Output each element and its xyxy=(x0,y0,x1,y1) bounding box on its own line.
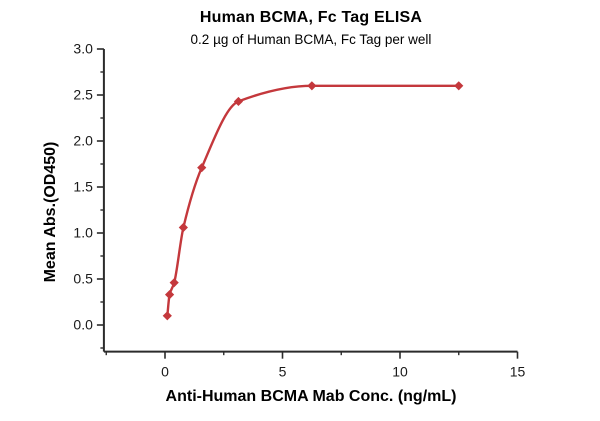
y-tick-label: 3.0 xyxy=(73,41,93,57)
y-tick-label: 2.5 xyxy=(73,87,93,103)
chart-subtitle: 0.2 µg of Human BCMA, Fc Tag per well xyxy=(190,32,432,47)
fit-curve xyxy=(166,84,460,317)
y-tick-label: 2.0 xyxy=(73,133,93,149)
data-point-diamond xyxy=(164,290,175,300)
data-point-diamond xyxy=(197,163,207,173)
data-point-diamond xyxy=(233,96,244,107)
data-point-diamond xyxy=(162,311,172,321)
data-point-diamond xyxy=(307,81,317,91)
x-axis-label: Anti-Human BCMA Mab Conc. (ng/mL) xyxy=(165,388,457,405)
data-point-diamond xyxy=(454,81,464,91)
y-tick-label: 0.5 xyxy=(73,271,93,287)
y-tick-label: 1.5 xyxy=(73,179,93,195)
x-tick-label: 0 xyxy=(161,364,169,380)
y-tick-label: 0.0 xyxy=(73,317,93,333)
data-point-diamond xyxy=(178,222,188,233)
x-tick-label: 5 xyxy=(279,364,287,380)
y-tick-label: 1.0 xyxy=(73,225,93,241)
data-point-diamond xyxy=(169,278,179,288)
chart-title: Human BCMA, Fc Tag ELISA xyxy=(199,9,423,26)
x-tick-label: 10 xyxy=(392,364,408,380)
x-tick-label: 15 xyxy=(510,364,526,380)
